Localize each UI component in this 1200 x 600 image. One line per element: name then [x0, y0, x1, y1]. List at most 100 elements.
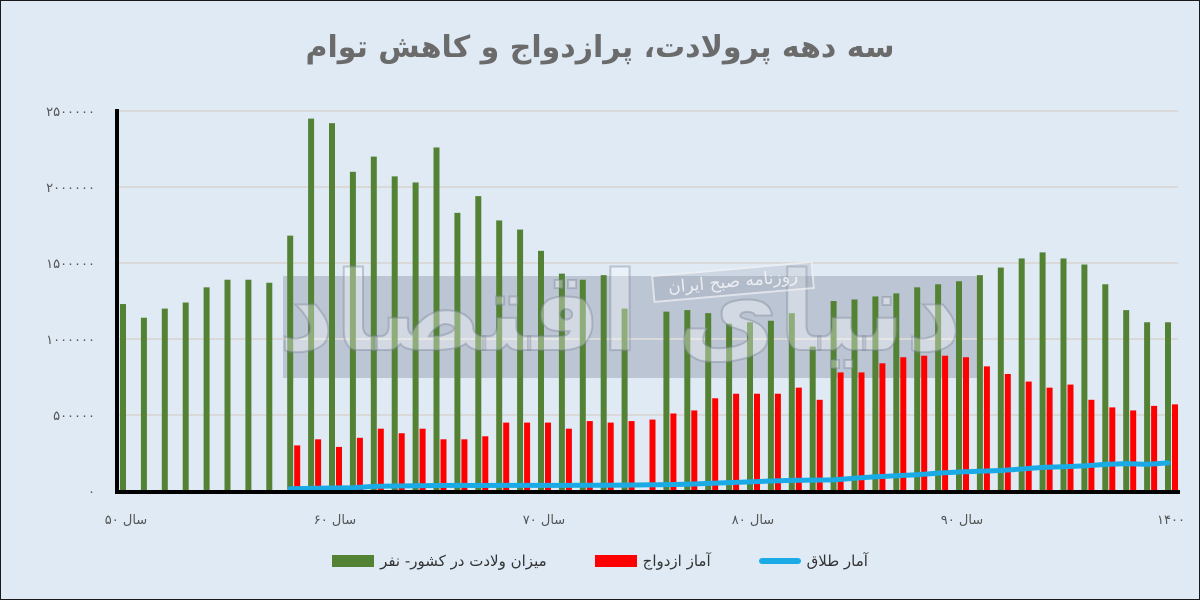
legend-label-divorce: آمار طلاق [806, 552, 868, 570]
births-bar [370, 156, 377, 491]
births-bar [140, 317, 147, 491]
marriage-bar [377, 428, 384, 491]
births-bar [809, 346, 816, 491]
births-bar [454, 212, 461, 491]
marriage-bar [816, 399, 823, 491]
births-bar [976, 275, 983, 491]
marriage-bar [733, 393, 740, 491]
marriage-bar [1025, 381, 1032, 491]
y-tick-label: ۱۵۰۰۰۰۰ [46, 257, 95, 272]
births-bar [224, 279, 231, 491]
marriage-bar [879, 363, 886, 491]
births-bar [308, 118, 315, 491]
births-bar [1165, 322, 1171, 491]
births-bar [767, 320, 774, 491]
legend-swatch-marriage [594, 555, 637, 567]
x-tick-label: سال ۷۰ [523, 513, 565, 528]
watermark-band [283, 276, 979, 378]
marriage-bar [1088, 399, 1095, 491]
births-bar [391, 176, 398, 492]
births-bar [663, 311, 670, 491]
marriage-bar [440, 439, 447, 491]
marriage-bar [921, 355, 928, 491]
births-bar [349, 171, 356, 492]
marriage-bar [754, 393, 760, 491]
marriage-bar [545, 422, 551, 491]
marriage-bar [336, 446, 342, 491]
marriage-bar [649, 419, 656, 491]
legend-item-births: میزان ولادت در کشور- نفر [332, 552, 547, 570]
marriage-bar [628, 421, 635, 491]
y-tick-label: ۱۰۰۰۰۰۰ [46, 333, 95, 348]
births-bar [266, 282, 273, 491]
marriage-bar [1004, 373, 1011, 491]
marriage-bar [900, 357, 907, 491]
marriage-bar [712, 398, 719, 491]
births-bar [1144, 322, 1151, 491]
legend-item-marriage: آماز ازدواج [594, 552, 711, 570]
marriage-bar [774, 393, 781, 491]
births-bar [684, 310, 691, 491]
births-bar [830, 301, 837, 491]
births-bar [1123, 310, 1130, 491]
births-bar [914, 287, 921, 491]
y-tick-label: ۲۰۰۰۰۰۰ [46, 181, 95, 196]
marriage-bar [1172, 404, 1178, 491]
births-bar [747, 322, 753, 491]
y-tick-label: ۵۰۰۰۰۰ [53, 409, 95, 424]
births-bar [161, 308, 168, 491]
births-bar [851, 299, 858, 491]
births-bar [956, 281, 962, 491]
births-bar [1060, 258, 1067, 491]
births-bar [329, 123, 335, 491]
marriage-bar [837, 372, 844, 491]
births-bar [705, 313, 712, 491]
births-bar [245, 279, 252, 491]
marriage-bar [1046, 387, 1053, 491]
x-tick-label: سال ۸۰ [732, 513, 774, 528]
births-bar [517, 229, 524, 491]
y-tick-label: ۰ [88, 485, 95, 500]
births-bar [475, 196, 482, 491]
marriage-bar [858, 372, 865, 491]
x-tick-label: سال ۶۰ [314, 513, 356, 528]
marriage-bar [691, 410, 698, 491]
births-bar [579, 279, 586, 491]
legend-item-divorce: آمار طلاق [758, 552, 868, 570]
marriage-bar [1151, 405, 1158, 491]
marriage-bar [670, 413, 677, 491]
x-tick-label: سال ۹۰ [941, 513, 983, 528]
births-bar [893, 293, 900, 491]
marriage-bar [503, 422, 510, 491]
births-bar [538, 250, 544, 491]
divorce-line [287, 460, 1171, 492]
marriage-bar [1109, 407, 1116, 491]
legend-swatch-births [332, 555, 375, 567]
births-bar [496, 220, 503, 491]
marriage-bar [294, 445, 301, 491]
births-bar [1081, 264, 1088, 491]
marriage-bar [963, 357, 969, 491]
births-bar [412, 182, 419, 491]
births-bar [203, 287, 210, 491]
births-bar [788, 313, 795, 491]
marriage-bar [524, 422, 531, 491]
marriage-bar [565, 428, 572, 491]
marriage-bar [419, 428, 426, 491]
marriage-bar [1067, 384, 1074, 491]
legend-label-births: میزان ولادت در کشور- نفر [380, 552, 547, 570]
births-bar [120, 304, 126, 491]
births-bar [182, 302, 189, 491]
chart-legend: آمار طلاق آماز ازدواج میزان ولادت در کشو… [0, 552, 1200, 570]
x-tick-label: سال ۵۰ [105, 513, 147, 528]
marriage-bar [795, 387, 802, 491]
marriage-bar [315, 439, 322, 491]
watermark-logo: دنیای اقتصاد [278, 248, 962, 376]
marriage-bar [398, 433, 405, 491]
births-bar [287, 235, 294, 491]
marriage-bar [607, 422, 614, 491]
births-bar [600, 275, 607, 491]
births-bar [726, 323, 733, 491]
marriage-bar [942, 355, 949, 491]
